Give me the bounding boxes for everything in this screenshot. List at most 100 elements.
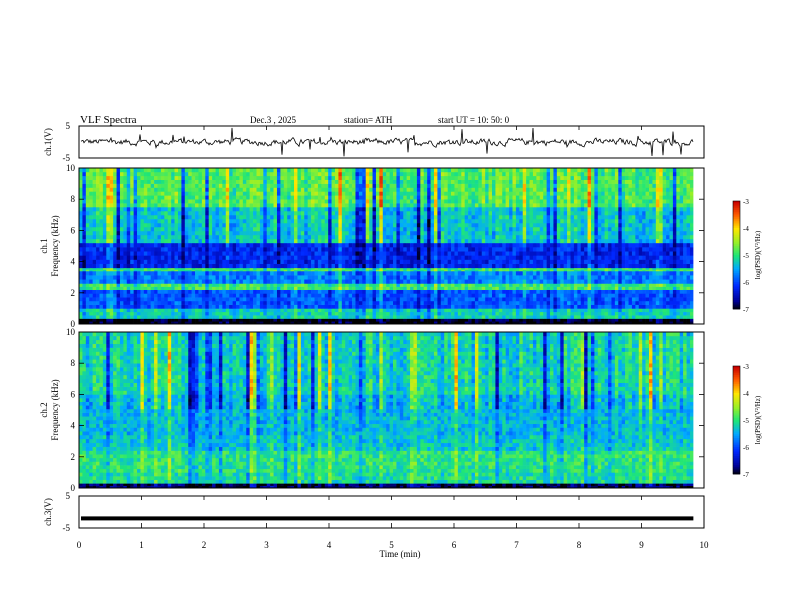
spectrogram-cell	[608, 242, 612, 248]
spectrogram-cell	[553, 300, 558, 305]
spectrogram-cell	[126, 269, 131, 272]
spectrogram-cell	[539, 238, 544, 244]
spectrogram-cell	[362, 222, 367, 228]
spectrogram-cell	[109, 238, 114, 244]
spectrogram-cell	[560, 283, 564, 287]
spectrogram-cell	[621, 321, 626, 325]
spectrogram-cell	[236, 269, 240, 272]
spectrogram-cell	[253, 283, 257, 287]
spectrogram-cell	[427, 226, 431, 232]
spectrogram-cell	[386, 238, 390, 244]
spectrogram-cell	[464, 230, 469, 236]
spectrogram-cell	[430, 238, 435, 244]
spectrogram-cell	[567, 311, 571, 316]
spectrogram-cell	[82, 263, 87, 269]
spectrogram-cell	[423, 255, 428, 260]
spectrogram-cell	[287, 315, 291, 319]
spectrogram-cell	[365, 242, 370, 248]
spectrogram-cell	[457, 259, 462, 264]
spectrogram-cell	[147, 308, 151, 313]
spectrogram-cell	[372, 270, 377, 276]
spectrogram-cell	[536, 263, 541, 269]
spectrogram-cell	[283, 255, 288, 260]
spectrogram-cell	[672, 318, 677, 322]
spectrogram-cell	[403, 315, 407, 319]
spectrogram-cell	[140, 289, 145, 294]
spectrogram-cell	[416, 269, 421, 272]
spectrogram-cell	[341, 283, 346, 287]
spectrogram-cell	[423, 300, 428, 305]
spectrogram-cell	[628, 247, 633, 252]
spectrogram-cell	[157, 238, 162, 244]
spectrogram-cell	[515, 300, 520, 305]
spectrogram-cell	[154, 226, 158, 232]
spectrogram-cell	[208, 269, 213, 272]
spectrogram-cell	[505, 315, 510, 319]
spectrogram-cell	[154, 279, 158, 284]
spectrogram-cell	[447, 279, 452, 284]
spectrogram-cell	[82, 238, 87, 244]
spectrogram-cell	[89, 315, 93, 319]
spectrogram-cell	[369, 238, 373, 244]
spectrogram-cell	[649, 238, 653, 244]
spectrogram-cell	[143, 226, 148, 232]
spectrogram-cell	[201, 297, 206, 302]
spectrogram-cell	[126, 315, 131, 319]
spectrogram-cell	[130, 251, 134, 256]
spectrogram-cell	[505, 242, 510, 248]
spectrogram-cell	[689, 267, 694, 270]
spectrogram-cell	[590, 251, 595, 256]
spectrogram-cell	[440, 289, 445, 294]
spectrogram-cell	[140, 222, 145, 228]
spectrogram-cell	[113, 222, 117, 228]
spectrogram-cell	[106, 318, 111, 322]
spectrogram-cell	[608, 315, 612, 319]
spectrogram-cell	[113, 304, 117, 309]
spectrogram-cell	[515, 242, 520, 248]
spectrogram-cell	[587, 286, 592, 290]
spectrogram-cell	[577, 308, 582, 313]
spectrogram-cell	[683, 300, 687, 305]
spectrogram-cell	[584, 255, 588, 260]
spectrogram-cell	[447, 238, 452, 244]
spectrogram-cell	[396, 238, 401, 244]
spectrogram-cell	[631, 279, 636, 284]
spectrogram-cell	[474, 311, 479, 316]
spectrogram-cell	[461, 230, 465, 236]
spectrogram-cell	[403, 270, 407, 276]
spectrogram-cell	[652, 315, 657, 319]
spectrogram-cell	[669, 315, 674, 319]
spectrogram-cell	[157, 255, 162, 260]
spectrogram-cell	[468, 286, 472, 290]
spectrogram-cell	[358, 275, 363, 280]
spectrogram-cell	[324, 263, 329, 269]
spectrogram-cell	[410, 275, 414, 280]
spectrogram-cell	[645, 226, 650, 232]
spectrogram-cell	[208, 234, 213, 240]
spectrogram-cell	[154, 255, 158, 260]
spectrogram-cell	[515, 283, 520, 287]
spectrogram-cell	[341, 242, 346, 248]
spectrogram-cell	[614, 263, 619, 269]
spectrogram-cell	[99, 300, 104, 305]
spectrogram-cell	[526, 263, 530, 269]
spectrogram-cell	[471, 293, 476, 298]
spectrogram-cell	[201, 251, 206, 256]
spectrogram-cell	[276, 255, 281, 260]
spectrogram-cell	[423, 247, 428, 252]
spectrogram-cell	[509, 318, 513, 322]
spectrogram-cell	[553, 230, 558, 236]
spectrogram-cell	[362, 263, 367, 269]
spectrogram-cell	[365, 315, 370, 319]
spectrogram-cell	[102, 318, 107, 322]
spectrogram-cell	[205, 289, 209, 294]
spectrogram-cell	[522, 263, 527, 269]
spectrogram-cell	[283, 279, 288, 284]
spectrogram-cell	[399, 222, 404, 228]
spectrogram-cell	[259, 263, 264, 269]
spectrogram-cell	[618, 263, 622, 269]
spectrogram-cell	[369, 297, 373, 302]
spectrogram-cell	[341, 267, 346, 270]
spectrogram-cell	[478, 259, 483, 264]
spectrogram-cell	[573, 293, 578, 298]
